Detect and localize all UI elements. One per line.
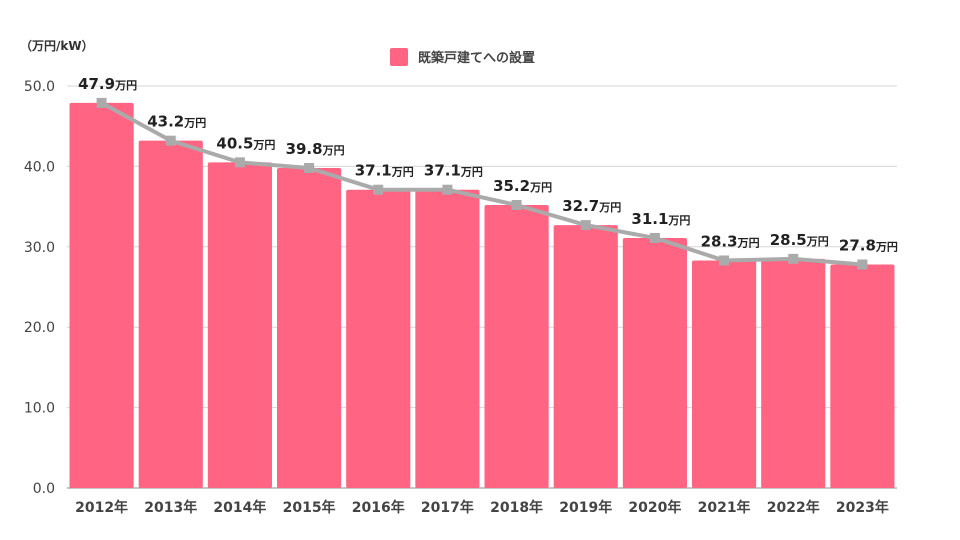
trend-marker [234,157,245,168]
data-label-value: 39.8 [286,140,323,158]
data-label-unit: 万円 [252,138,275,151]
data-label-unit: 万円 [806,235,829,248]
data-label: 37.1万円 [424,162,483,180]
x-axis-ticks: 2012年 2013年 2014年 2015年 2016年 2017年 2018年 2019年… [75,499,889,516]
trend-marker [373,184,384,195]
data-label: 28.5万円 [770,231,829,249]
x-tick-label: 2018年 [490,499,543,516]
data-label: 31.1万円 [631,210,690,228]
bar [761,258,826,488]
data-label-unit: 万円 [183,117,206,130]
y-tick-label: 10.0 [24,401,55,417]
x-tick-label: 2016年 [352,499,405,516]
trend-marker [788,253,799,264]
data-label-value: 28.3 [701,232,738,250]
data-label-unit: 万円 [460,166,483,179]
data-label: 28.3万円 [701,232,760,250]
y-tick-label: 20.0 [24,320,55,336]
data-label-unit: 万円 [875,240,898,253]
data-label: 47.9万円 [78,75,137,93]
data-label: 27.8万円 [839,236,898,254]
data-label-unit: 万円 [737,236,760,249]
data-label-unit: 万円 [529,181,552,194]
bar [830,264,895,488]
bar [346,189,411,488]
trend-marker [96,97,107,108]
x-tick-label: 2022年 [767,499,820,516]
trend-marker [857,259,868,270]
trend-marker [649,232,660,243]
bar [207,162,272,488]
data-label-value: 31.1 [631,210,668,228]
y-unit-label: （万円/kW） [20,38,94,53]
trend-marker [719,255,730,266]
data-label: 32.7万円 [562,197,621,215]
data-label-unit: 万円 [391,166,414,179]
trend-marker [580,220,591,231]
x-tick-label: 2019年 [559,499,612,516]
data-label-value: 40.5 [216,134,253,152]
data-label-value: 43.2 [147,113,184,131]
data-label-value: 37.1 [355,162,392,180]
data-label: 35.2万円 [493,177,552,195]
y-tick-label: 50.0 [24,79,55,95]
data-label-unit: 万円 [322,144,345,157]
legend: 既築戸建てへの設置 [390,48,535,66]
trend-marker [304,163,315,174]
data-label-value: 32.7 [562,197,599,215]
x-tick-label: 2015年 [283,499,336,516]
data-label: 43.2万円 [147,113,206,131]
bar [692,260,757,488]
trend-line [96,97,868,270]
data-label-value: 47.9 [78,75,115,93]
bar [138,140,203,488]
x-tick-label: 2021年 [698,499,751,516]
x-tick-label: 2012年 [75,499,128,516]
trend-marker [511,199,522,210]
data-label: 39.8万円 [286,140,345,158]
data-label-unit: 万円 [114,79,137,92]
bar [69,102,134,488]
bar [277,168,342,488]
y-tick-label: 30.0 [24,240,55,256]
x-tick-label: 2020年 [628,499,681,516]
bar [484,204,549,488]
data-label-value: 35.2 [493,177,530,195]
y-tick-label: 0.0 [33,481,55,497]
trend-marker [165,135,176,146]
y-axis-ticks: 0.0 10.0 20.0 30.0 40.0 50.0 [24,79,55,497]
trend-line-path [100,101,863,267]
x-tick-label: 2013年 [144,499,197,516]
data-label-value: 28.5 [770,231,807,249]
data-label-value: 37.1 [424,162,461,180]
bars [69,102,895,489]
legend-swatch [390,48,408,66]
gridlines [67,85,897,489]
data-label: 37.1万円 [355,162,414,180]
x-tick-label: 2023年 [836,499,889,516]
data-label: 40.5万円 [216,134,275,152]
trend-marker [442,184,453,195]
data-label-unit: 万円 [667,214,690,227]
data-label-unit: 万円 [598,201,621,214]
bar [553,225,618,489]
x-tick-label: 2017年 [421,499,474,516]
y-tick-label: 40.0 [24,159,55,175]
data-label-value: 27.8 [839,236,876,254]
bar [622,237,687,488]
bar [415,189,480,488]
x-tick-label: 2014年 [213,499,266,516]
legend-label: 既築戸建てへの設置 [418,50,535,66]
